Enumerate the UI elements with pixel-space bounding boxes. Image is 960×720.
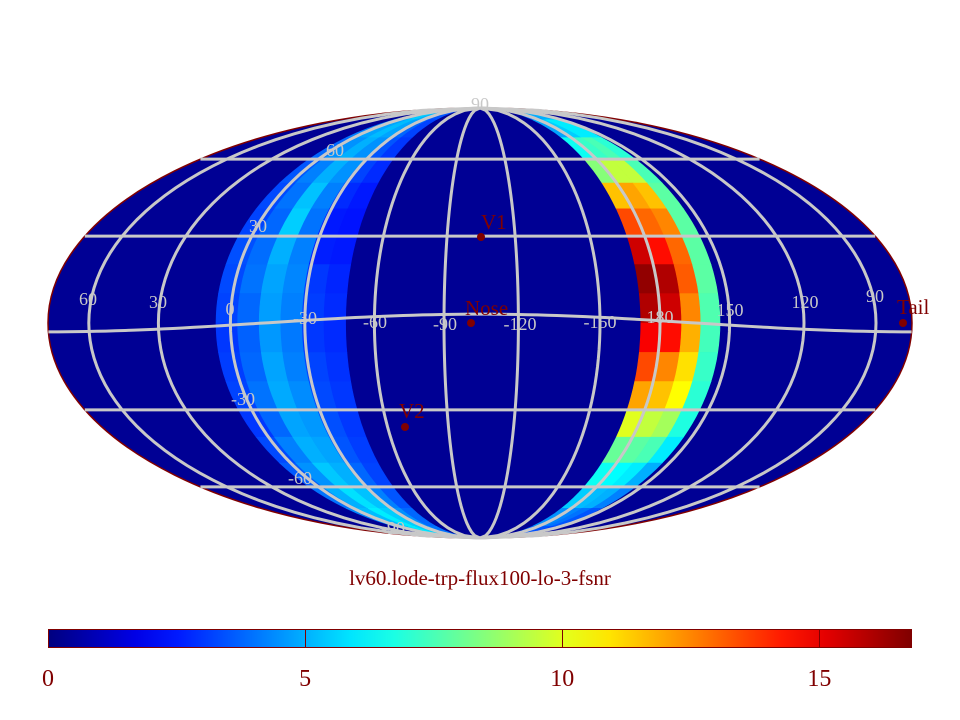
- graticule: [48, 106, 912, 540]
- marker-tail-dot: [899, 319, 907, 327]
- heatmap-cell: [698, 322, 721, 353]
- marker-v2-dot: [401, 423, 409, 431]
- longitude-label: 0: [226, 299, 235, 319]
- latitude-label: 30: [249, 216, 267, 236]
- heatmap-cell: [215, 322, 241, 353]
- heatmap-cell: [679, 322, 702, 353]
- longitude-label: 150: [717, 300, 744, 320]
- latitude-label: -90: [381, 518, 405, 538]
- marker-v1-label: V1: [481, 210, 507, 234]
- heatmap-cell: [258, 322, 284, 353]
- heatmap-cell: [323, 322, 348, 353]
- longitude-label: -90: [433, 314, 457, 334]
- latitude-label: 90: [471, 94, 489, 114]
- colorbar-tick: [562, 629, 564, 648]
- colorbar-tick: [305, 629, 307, 648]
- marker-nose-label: Nose: [465, 296, 508, 320]
- colorbar-tick-label: 5: [299, 666, 312, 692]
- longitude-label: 120: [792, 292, 819, 312]
- heatmap-cell: [258, 293, 284, 324]
- longitude-label: 90: [866, 286, 884, 306]
- longitude-label: -150: [584, 312, 617, 332]
- colorbar-tick-label: 0: [42, 666, 54, 692]
- map-background: [47, 107, 913, 539]
- heatmap-cell: [325, 352, 352, 382]
- longitude-label: 180: [647, 307, 674, 327]
- heatmap-cell: [659, 322, 682, 353]
- heatmap-cell: [237, 293, 262, 324]
- longitude-label: -60: [363, 312, 387, 332]
- chart-title: lv60.lode-trp-flux100-lo-3-fsnr: [349, 566, 611, 590]
- marker-tail-label: Tail: [897, 295, 930, 319]
- marker-v2-label: V2: [399, 399, 425, 423]
- sky-map: 60 30 0 -30 -60 -90 -120 -150 180 150 120 90 90 60 30 -…: [47, 94, 930, 540]
- marker-v1-dot: [477, 233, 485, 241]
- longitude-label: 60: [79, 289, 97, 309]
- colorbar: [48, 629, 912, 648]
- colorbar-tick-label: 15: [807, 666, 832, 692]
- colorbar-tick-label: 10: [550, 666, 575, 692]
- parallel-line: [48, 312, 912, 334]
- colorbar-tick: [819, 629, 821, 648]
- longitude-label: -30: [293, 308, 317, 328]
- latitude-label: 60: [326, 140, 344, 160]
- latitude-label: -60: [288, 468, 312, 488]
- heatmap-cell: [679, 293, 702, 324]
- latitude-label: -30: [231, 389, 255, 409]
- marker-nose-dot: [467, 319, 475, 327]
- longitude-label: -120: [504, 314, 537, 334]
- heatmap-cell: [237, 322, 262, 353]
- longitude-label: 30: [149, 292, 167, 312]
- heatmap-cell: [325, 264, 352, 294]
